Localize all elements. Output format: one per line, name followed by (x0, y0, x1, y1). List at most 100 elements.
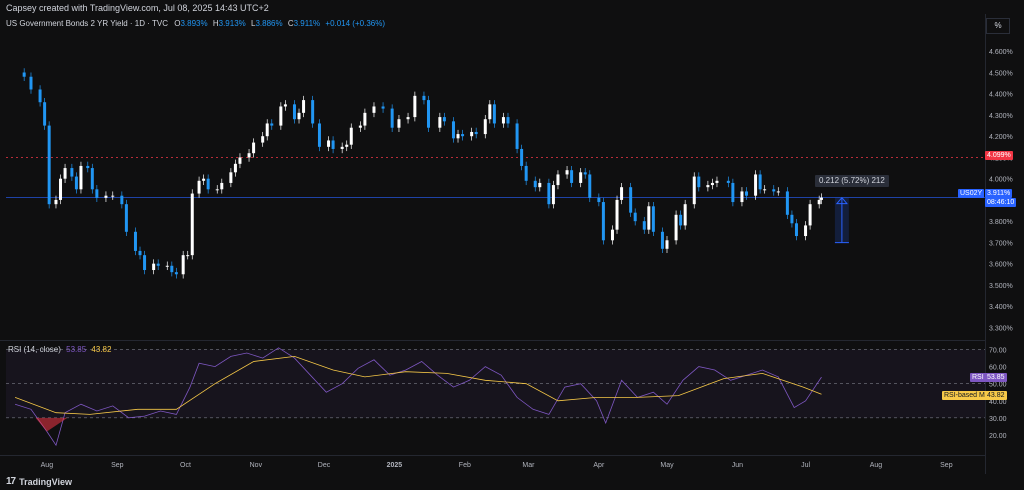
candle-body (47, 125, 51, 205)
candle-body (692, 176, 696, 205)
price-tick-label: 3.400% (989, 304, 1013, 311)
candle-body (283, 104, 287, 107)
price-tick-label: 3.600% (989, 262, 1013, 269)
price-tick-label: 3.800% (989, 219, 1013, 226)
candle-body (43, 102, 47, 126)
price-tick-label: 3.300% (989, 325, 1013, 332)
chart-caption: Capsey created with TradingView.com, Jul… (6, 3, 269, 13)
candle-body (674, 214, 678, 241)
candle-body (570, 170, 574, 183)
candle-body (190, 193, 194, 256)
price-tick-label: 4.300% (989, 113, 1013, 120)
candle-body (38, 89, 42, 103)
candle-body (186, 255, 190, 257)
price-tick-label: 3.700% (989, 240, 1013, 247)
candle-body (758, 174, 762, 190)
candle-body (642, 221, 646, 230)
candle-body (311, 100, 315, 124)
candle-body (588, 174, 592, 198)
rsi-tick-label: 30.00 (989, 416, 1007, 423)
candle-body (438, 117, 442, 128)
candle-body (601, 202, 605, 241)
candle-body (629, 187, 633, 213)
candle-body (111, 195, 115, 197)
candle-body (551, 185, 555, 205)
candle-body (206, 178, 210, 190)
candle-body (731, 182, 735, 203)
time-tick-label: Aug (870, 462, 883, 469)
price-tick-label: 3.500% (989, 283, 1013, 290)
candle-body (197, 180, 201, 194)
rsi-value: 53.85 (66, 345, 87, 354)
candle-body (331, 140, 335, 149)
candle-body (710, 182, 714, 186)
rsi-ma-value: 43.82 (91, 345, 112, 354)
candle-body (651, 206, 655, 232)
candle-body (451, 121, 455, 139)
candle-body (381, 106, 385, 109)
candle-body (54, 199, 58, 205)
candle-body (506, 117, 510, 124)
candle-body (390, 108, 394, 128)
candle-body (238, 157, 242, 164)
candle-body (170, 265, 174, 273)
candle-body (327, 140, 331, 147)
candle-body (138, 250, 142, 256)
measure-label: 0.212 (5.72%) 212 (815, 175, 889, 187)
candle-body (86, 165, 90, 169)
time-axis-border (0, 455, 985, 456)
symbol-legend[interactable]: US Government Bonds 2 YR Yield · 1D · TV… (6, 19, 385, 28)
time-tick-label: Aug (41, 462, 54, 469)
candle-body (229, 172, 233, 183)
candle-body (261, 136, 265, 143)
candle-body (202, 178, 206, 181)
candle-body (515, 123, 519, 149)
candle-body (483, 119, 487, 135)
unit-toggle-button[interactable]: % (986, 18, 1010, 34)
candle-body (715, 180, 719, 183)
candle-body (819, 197, 823, 200)
rsi-tick-label: 70.00 (989, 348, 1007, 355)
time-tick-label: Jul (801, 462, 810, 469)
candle-body (279, 106, 283, 126)
rsi-legend[interactable]: RSI (14, close) 53.85 43.82 (8, 345, 111, 354)
candle-body (533, 180, 537, 188)
candle-body (265, 123, 269, 137)
price-axis-border (985, 14, 986, 474)
time-tick-label: Oct (180, 462, 191, 469)
candle-body (817, 199, 821, 205)
candle-body (744, 191, 748, 196)
candle-body (474, 131, 478, 135)
candle-body (220, 182, 224, 190)
candle-body (776, 191, 780, 193)
hline-price-tag: 4.099% (985, 151, 1013, 160)
candle-body (95, 189, 99, 198)
candle-body (358, 125, 362, 128)
low-value: 3.886% (255, 19, 283, 28)
candle-body (804, 225, 808, 237)
candle-body (152, 263, 156, 271)
candle-body (524, 165, 528, 181)
candle-body (520, 148, 524, 166)
open-label: O (174, 19, 181, 28)
candle-body (538, 182, 542, 188)
candle-body (665, 240, 669, 249)
rsi-tick-label: 40.00 (989, 399, 1007, 406)
candle-body (683, 204, 687, 226)
candle-body (302, 100, 306, 113)
price-tick-label: 4.600% (989, 49, 1013, 56)
candle-body (270, 123, 274, 126)
candle-body (22, 72, 26, 77)
candle-body (74, 176, 78, 190)
time-tick-label: 2025 (387, 462, 403, 469)
time-tick-label: Feb (459, 462, 471, 469)
candle-body (363, 112, 367, 126)
candle-body (785, 191, 789, 215)
rsi-ma-last-tag: 43.82 (985, 391, 1007, 400)
change-value: +0.014 (+0.36%) (325, 19, 385, 28)
candle-body (297, 112, 301, 120)
candle-body (59, 178, 63, 200)
footer-brand: 17 TradingView (6, 476, 72, 487)
candle-body (442, 117, 446, 122)
